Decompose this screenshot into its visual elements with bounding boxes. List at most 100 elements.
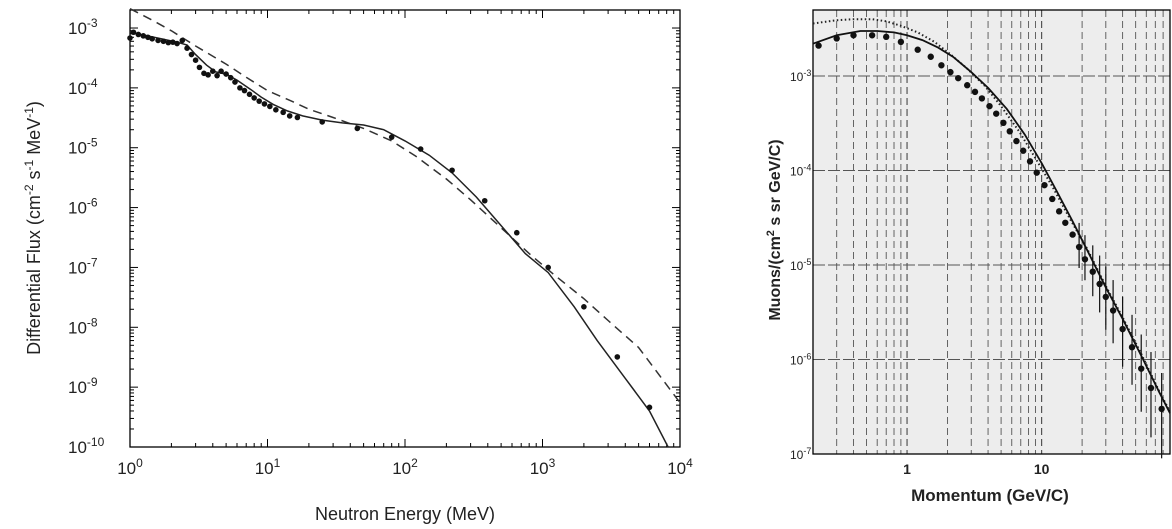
left-data-point [205,72,211,78]
left-data-point [646,404,653,411]
left-data-points [127,29,653,411]
right-data-point [1069,231,1076,238]
left-dashed-line [129,8,681,404]
left-data-point [273,107,279,113]
right-data-point [883,33,890,41]
tick-base: 10 [530,459,549,478]
right-data-point [1081,256,1089,263]
left-data-point [130,29,137,36]
tick-base: 10 [68,378,87,397]
tick-base: 10 [667,459,686,478]
left-y-tick-label: 10-3 [68,16,98,38]
right-y-label-text: s sr GeV/C) [767,139,784,230]
left-data-point [246,91,253,98]
left-data-point [417,146,424,152]
left-data-point [149,36,155,42]
tick-base: 10 [68,79,87,98]
left-data-point [261,101,268,107]
tick-exponent: -5 [87,136,98,150]
left-data-point [280,109,286,116]
right-data-point [978,95,986,102]
left-solid-curve [129,31,669,448]
right-data-point [1000,119,1007,127]
left-data-point [294,114,301,121]
right-data-point [1033,169,1040,176]
right-solid-curve [812,30,1171,414]
right-y-label-text: Muons/(cm [767,236,784,320]
tick-base: 10 [790,259,804,273]
left-x-tick-label: 102 [392,456,418,478]
left-y-axis-label: Differential Flux (cm-2 s-1 MeV-1) [22,101,44,355]
right-data-point [1041,181,1048,189]
left-data-point [286,113,293,119]
right-y-tick-label: 10-7 [790,446,811,462]
left-data-point [241,87,248,94]
right-data-point [993,110,1000,117]
left-data-point [449,167,455,174]
right-data-point [938,62,945,69]
tick-exponent: -10 [87,435,105,449]
right-data-point [833,35,840,42]
right-data-point [1006,128,1013,135]
left-y-tick-label: 10-4 [68,76,98,98]
right-y-tick-label: 10-5 [790,257,811,273]
left-y-tick-label: 10-10 [68,435,105,457]
tick-exponent: 2 [411,456,418,470]
right-plot-frame [812,9,1171,455]
left-data-point [192,57,199,63]
left-data-point [196,64,203,71]
left-data-point [160,38,167,45]
tick-base: 10 [392,459,411,478]
left-y-label-text: ) [24,101,44,107]
left-y-tick-label: 10-6 [68,196,98,218]
tick-exponent: -3 [87,16,98,30]
left-data-point [545,264,551,271]
right-data-points [815,32,1165,459]
left-x-tick-label: 100 [117,456,143,478]
right-data-point [1128,343,1136,351]
tick-exponent: -9 [87,375,98,389]
right-data-point [1026,158,1034,165]
tick-base: 10 [68,139,87,158]
right-data-point [1049,195,1056,203]
left-data-point [170,39,176,45]
left-data-point [184,45,190,52]
left-data-point [155,37,161,44]
left-data-point [237,85,243,91]
right-data-point [1055,208,1063,215]
left-y-label-text: Differential Flux (cm [24,195,44,355]
left-data-point [165,39,172,46]
right-data-point [1102,293,1110,301]
left-data-point [354,125,361,132]
right-data-point [897,38,905,46]
right-data-point [964,82,971,89]
left-data-point [388,134,395,140]
left-y-tick-label: 10-9 [68,375,98,397]
left-data-point [140,33,147,39]
right-solid-line [812,30,1171,414]
left-dashed-curve [129,8,681,404]
right-data-point [850,32,857,39]
tick-base: 10 [68,199,87,218]
tick-base: 10 [68,438,87,457]
left-y-tick-label: 10-5 [68,136,98,158]
tick-exponent: -7 [87,255,98,269]
left-data-point [227,74,234,81]
right-y-label-sup: 2 [765,230,777,236]
left-data-point [513,229,520,236]
left-data-point [179,37,186,44]
tick-exponent: -5 [803,257,811,267]
left-data-point [209,68,216,74]
left-data-point [135,31,142,38]
right-data-point [971,88,979,96]
left-x-tick-label: 101 [255,456,281,478]
right-data-point [955,74,962,82]
right-data-point [927,53,934,60]
tick-exponent: -4 [803,163,811,173]
left-data-point [232,79,238,85]
left-x-tick-label: 104 [667,456,693,478]
left-data-point [256,98,262,104]
left-data-point [319,119,326,125]
tick-base: 10 [790,354,804,368]
